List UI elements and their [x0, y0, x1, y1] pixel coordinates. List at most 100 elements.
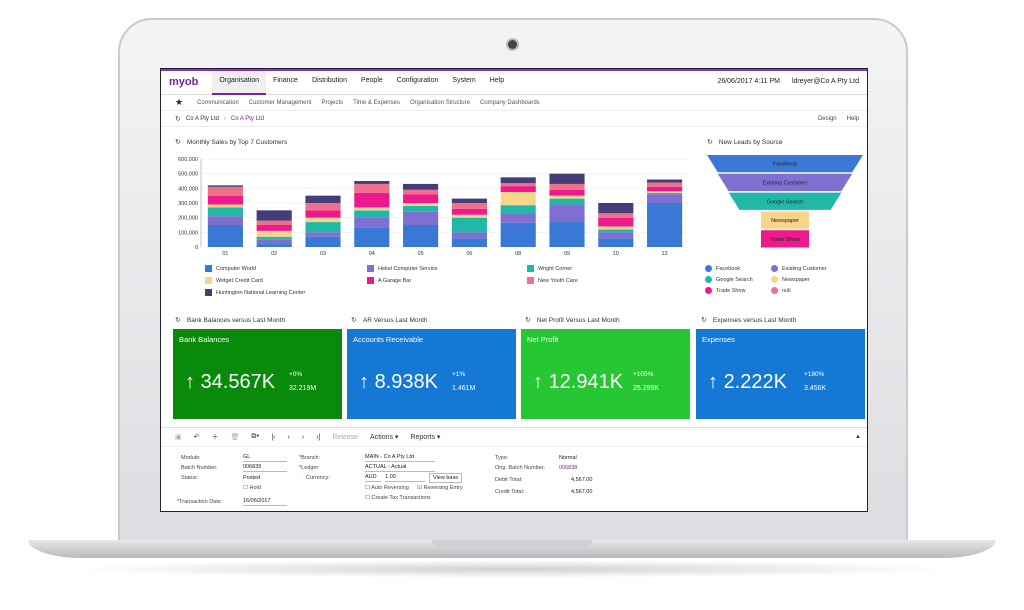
bar-segment[interactable]	[598, 226, 634, 230]
bar-segment[interactable]	[500, 186, 536, 192]
bar-segment[interactable]	[647, 179, 683, 183]
legend-item[interactable]: Wright Corner	[527, 265, 572, 272]
bar-segment[interactable]	[354, 227, 390, 247]
currency-field[interactable]: AUD	[365, 474, 381, 482]
bar-segment[interactable]	[451, 214, 487, 218]
bar-segment[interactable]	[256, 225, 292, 231]
create-tax-checkbox[interactable]: ☐ Create Tax Transactions	[365, 495, 431, 501]
auto-reversing-checkbox[interactable]: ☐ Auto Reversing	[365, 485, 409, 491]
bar-segment[interactable]	[451, 203, 487, 209]
collapse-icon[interactable]: ▲	[855, 434, 861, 440]
bar-segment[interactable]	[256, 236, 292, 240]
subnav-organisation-structure[interactable]: Organisation Structure	[409, 99, 470, 106]
bar-segment[interactable]	[500, 183, 536, 187]
bar-segment[interactable]	[451, 238, 487, 247]
bar-segment[interactable]	[598, 229, 634, 233]
bar-segment[interactable]	[207, 195, 243, 205]
bar-segment[interactable]	[451, 208, 487, 215]
bar-segment[interactable]	[354, 207, 390, 211]
subnav-projects[interactable]: Projects	[321, 99, 344, 106]
logo[interactable]: myob	[169, 75, 199, 88]
bar-segment[interactable]	[598, 213, 634, 218]
bar-segment[interactable]	[256, 230, 292, 237]
menu-finance[interactable]: Finance	[273, 76, 298, 84]
bar-segment[interactable]	[500, 205, 536, 214]
legend-item[interactable]: Hekel Computer Service	[367, 265, 438, 272]
design-link[interactable]: Design	[817, 115, 837, 122]
menu-distribution[interactable]: Distribution	[311, 76, 347, 84]
add-icon[interactable]: ＋	[211, 434, 219, 441]
save-icon[interactable]: ▣	[175, 434, 182, 441]
bar-segment[interactable]	[403, 225, 439, 247]
bar-segment[interactable]	[549, 198, 585, 205]
breadcrumb-link[interactable]: Co A Pty Ltd	[230, 115, 264, 122]
bar-segment[interactable]	[403, 194, 439, 203]
bar-segment[interactable]	[598, 238, 634, 247]
legend-item[interactable]: Newspaper	[771, 276, 810, 283]
txn-date-field[interactable]: 16/06/2017	[243, 498, 287, 506]
bar-segment[interactable]	[549, 189, 585, 196]
delete-icon[interactable]: 🗑	[230, 434, 240, 441]
bar-segment[interactable]	[647, 194, 683, 203]
funnel-segment[interactable]	[728, 192, 842, 210]
bar-segment[interactable]	[451, 217, 487, 233]
bar-segment[interactable]	[598, 217, 634, 227]
bar-segment[interactable]	[500, 222, 536, 247]
bar-segment[interactable]	[256, 210, 292, 221]
next-record-icon[interactable]: ›	[301, 433, 305, 441]
user-menu[interactable]: ldreyer@Co A Pty Ltd	[791, 78, 859, 85]
bar-segment[interactable]	[549, 204, 585, 223]
module-field[interactable]: GL	[243, 454, 287, 462]
bar-segment[interactable]	[305, 203, 341, 211]
bar-segment[interactable]	[647, 191, 683, 193]
ledger-field[interactable]: ACTUAL - Actual	[365, 464, 435, 472]
bar-segment[interactable]	[403, 205, 439, 212]
undo-icon[interactable]: ↶	[193, 434, 200, 441]
legend-item[interactable]: Huntington National Learning Center	[205, 289, 305, 296]
bar-segment[interactable]	[354, 192, 390, 208]
legend-item[interactable]: New Youth Care	[527, 277, 578, 284]
bar-segment[interactable]	[354, 183, 390, 193]
bar-segment[interactable]	[647, 186, 683, 192]
legend-item[interactable]: Google Search	[705, 276, 753, 283]
favorites-star-icon[interactable]: ★	[175, 97, 184, 107]
bar-segment[interactable]	[549, 183, 585, 190]
refresh-icon[interactable]: ↻	[351, 317, 357, 324]
legend-item[interactable]: Trade Show	[705, 287, 745, 294]
funnel-segment[interactable]	[717, 173, 853, 192]
bar-segment[interactable]	[207, 204, 243, 208]
refresh-icon[interactable]: ↻	[175, 317, 181, 324]
bar-segment[interactable]	[549, 173, 585, 184]
subnav-customer-management[interactable]: Customer Management	[248, 99, 312, 106]
bar-segment[interactable]	[207, 207, 243, 217]
bar-segment[interactable]	[403, 211, 439, 225]
legend-item[interactable]: null	[771, 287, 791, 294]
bar-segment[interactable]	[207, 186, 243, 196]
bar-segment[interactable]	[256, 244, 292, 247]
bar-segment[interactable]	[549, 195, 585, 199]
menu-help[interactable]: Help	[489, 76, 505, 84]
release-button[interactable]: Release	[332, 433, 359, 441]
kpi-net-profit[interactable]: Net Profit ↑ 12.941K +105% 25.299K	[521, 329, 690, 419]
refresh-icon[interactable]: ↻	[707, 139, 713, 146]
last-record-icon[interactable]: ›|	[316, 433, 321, 441]
menu-organisation[interactable]: Organisation	[212, 69, 267, 95]
bar-segment[interactable]	[500, 177, 536, 184]
refresh-icon[interactable]: ↻	[175, 115, 181, 123]
legend-item[interactable]: Computer World	[205, 265, 256, 272]
rate-field[interactable]: 1.00	[385, 474, 425, 482]
actions-menu[interactable]: Actions ▾	[370, 434, 399, 441]
bar-segment[interactable]	[451, 232, 487, 239]
refresh-icon[interactable]: ↻	[701, 317, 707, 324]
bar-segment[interactable]	[354, 210, 390, 218]
subnav-company-dashboards[interactable]: Company Dashboards	[479, 99, 540, 106]
first-record-icon[interactable]: |‹	[271, 433, 276, 441]
bar-segment[interactable]	[598, 232, 634, 239]
bar-segment[interactable]	[256, 239, 292, 245]
bar-segment[interactable]	[305, 222, 341, 233]
bar-segment[interactable]	[647, 182, 683, 187]
branch-field[interactable]: MAIN - Co A Pty Ltd	[365, 454, 435, 462]
menu-configuration[interactable]: Configuration	[396, 76, 439, 84]
refresh-icon[interactable]: ↻	[175, 139, 181, 146]
bar-segment[interactable]	[647, 192, 683, 195]
